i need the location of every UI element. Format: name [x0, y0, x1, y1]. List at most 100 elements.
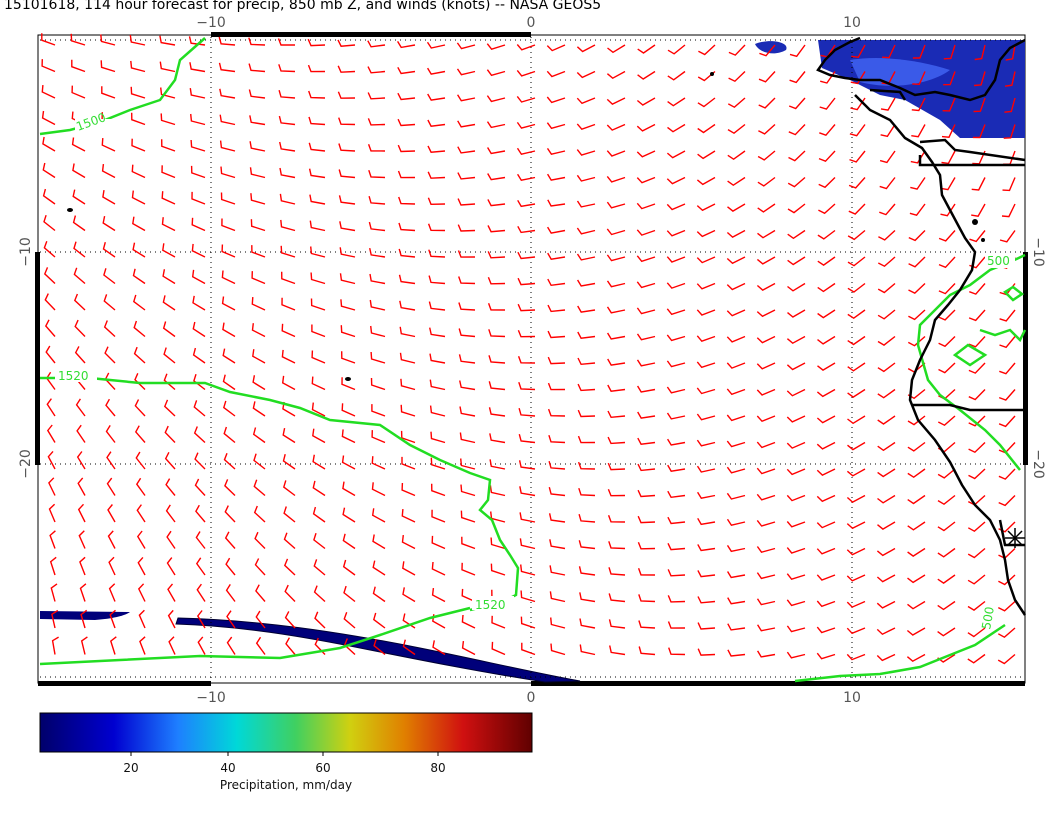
wind-barb — [426, 41, 446, 49]
wind-barb — [71, 59, 86, 73]
wind-barb — [372, 534, 386, 550]
wind-barb — [107, 530, 116, 549]
wind-barb — [309, 220, 326, 232]
wind-barb — [816, 415, 836, 424]
wind-barb — [400, 378, 416, 391]
wind-barb — [787, 229, 806, 240]
wind-barb — [103, 268, 116, 285]
wind-barb — [666, 282, 686, 289]
wind-barb — [726, 282, 746, 291]
wind-barb — [456, 42, 476, 50]
wind-barb — [607, 436, 626, 445]
wind-barb — [519, 512, 536, 523]
wind-barb — [577, 383, 596, 392]
wind-barb — [162, 269, 176, 285]
border-3 — [912, 403, 1025, 412]
wind-barb — [162, 295, 176, 311]
wind-barb — [311, 376, 326, 391]
wind-barb — [109, 636, 117, 655]
wind-barb — [577, 409, 596, 418]
wind-barb — [71, 137, 86, 152]
wind-barb — [637, 542, 656, 550]
wind-barb — [397, 92, 416, 101]
wind-barb — [971, 177, 986, 191]
wind-barb — [223, 426, 236, 444]
wind-barb — [48, 477, 56, 496]
wind-barb — [248, 89, 266, 99]
y-tick-right-neg20: −20 — [1030, 449, 1046, 479]
wind-barb — [222, 400, 236, 417]
wind-barb — [876, 574, 896, 583]
wind-barb — [546, 122, 566, 130]
colorbar-label: Precipitation, mm/day — [220, 778, 352, 792]
wind-barb — [1004, 71, 1016, 87]
wind-barb — [968, 336, 986, 348]
wind-barb — [666, 256, 686, 263]
wind-barb — [726, 492, 746, 500]
wind-barb — [816, 574, 836, 581]
wind-barb — [310, 298, 326, 311]
wind-barb — [756, 598, 776, 606]
wind-barb — [637, 515, 656, 524]
wind-barb — [428, 301, 446, 311]
wind-barb — [516, 121, 536, 129]
wind-barb — [998, 495, 1016, 507]
wind-barb — [44, 319, 56, 337]
wind-barb — [606, 228, 626, 236]
wind-barb — [343, 585, 356, 603]
contour-500-small2 — [952, 343, 988, 367]
wind-barb — [489, 433, 506, 444]
wind-barb — [728, 44, 746, 56]
wind-barb — [878, 229, 896, 241]
wind-barb — [309, 194, 326, 205]
wind-barb — [397, 118, 416, 127]
wind-barb — [221, 244, 236, 258]
wind-barb — [225, 584, 236, 602]
wind-barb — [943, 44, 956, 60]
wind-barb — [160, 113, 176, 126]
wind-barb — [460, 510, 476, 523]
wind-barb — [787, 256, 806, 266]
wind-barb — [876, 653, 896, 662]
wind-barb — [788, 97, 806, 110]
wind-barb — [427, 119, 446, 127]
wind-barb — [191, 243, 206, 258]
wind-barb — [517, 303, 536, 312]
wind-barb — [308, 90, 326, 99]
wind-barb — [696, 176, 716, 186]
wind-barb — [937, 468, 956, 479]
colorbar-tick-20: 20 — [123, 761, 138, 775]
wind-barb — [942, 97, 956, 112]
wind-barb — [576, 227, 596, 235]
wind-barb — [77, 503, 86, 523]
wind-barb — [520, 564, 536, 576]
wind-barb — [666, 308, 686, 316]
wind-barb — [401, 482, 416, 497]
frame-bar-bottom-left — [38, 681, 211, 686]
wind-barb — [252, 401, 266, 417]
wind-barb — [758, 97, 776, 109]
wind-barb — [249, 167, 266, 179]
wind-barb — [106, 477, 116, 496]
wind-barb — [254, 558, 266, 576]
wind-barb — [726, 229, 746, 238]
wind-barb — [341, 455, 356, 470]
wind-barb — [338, 195, 356, 205]
wind-barb — [877, 282, 896, 294]
contour-label-1520-a: 1520 — [58, 369, 89, 383]
wind-barb — [520, 590, 536, 603]
wind-barb — [255, 636, 266, 655]
wind-barb — [877, 468, 896, 478]
wind-barb — [42, 136, 56, 152]
wind-barb — [224, 479, 236, 497]
wind-barb — [756, 572, 776, 580]
wind-barb — [430, 457, 446, 470]
wind-barb — [159, 35, 176, 46]
wind-barb — [108, 583, 116, 602]
wind-barb — [967, 600, 986, 611]
wind-barb — [250, 219, 266, 232]
map-title: 15101618, 114 hour forecast for precip, … — [4, 0, 602, 13]
wind-barb — [847, 441, 866, 451]
wind-barb — [998, 574, 1016, 586]
wind-barb — [41, 110, 56, 126]
